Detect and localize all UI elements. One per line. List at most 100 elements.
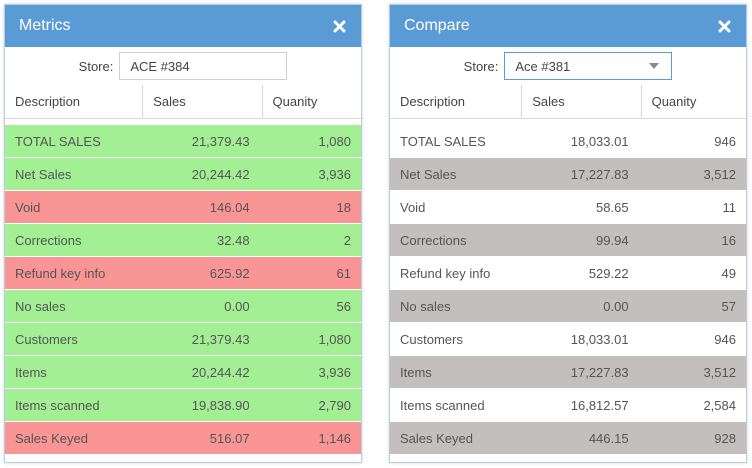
cell-description: Refund key info	[400, 265, 491, 281]
cell-quantity: 2	[343, 232, 352, 248]
column-header-sales[interactable]: Sales	[521, 85, 640, 118]
cell-sales: 516.07	[209, 430, 250, 446]
cell-description: Items scanned	[400, 397, 485, 413]
cell-description: No sales	[400, 298, 451, 314]
cell-quantity: 49	[721, 265, 736, 281]
cell-quantity: 928	[714, 430, 736, 446]
table-row[interactable]: TOTAL SALES 18,033.01 946	[390, 125, 746, 158]
store-select[interactable]: Ace #381	[504, 52, 673, 80]
table-row[interactable]: Net Sales 20,244.42 3,936	[5, 158, 361, 191]
metrics-panel: Metrics Store: Description Sales Quanity…	[4, 4, 362, 463]
table-row[interactable]: No sales 0.00 56	[5, 290, 361, 323]
cell-sales: 99.94	[596, 232, 629, 248]
cell-quantity: 2,584	[703, 397, 736, 413]
cell-description: Customers	[400, 331, 463, 347]
cell-quantity: 946	[714, 331, 736, 347]
table-row[interactable]: Items scanned 16,812.57 2,584	[390, 389, 746, 422]
cell-quantity: 3,936	[318, 166, 352, 182]
cell-quantity: 61	[336, 265, 352, 281]
cell-sales: 446.15	[588, 430, 629, 446]
cell-sales: 146.04	[209, 199, 250, 215]
metrics-table-header: Description Sales Quanity	[5, 85, 361, 119]
cell-sales: 17,227.83	[570, 166, 629, 182]
column-header-quantity[interactable]: Quanity	[261, 85, 361, 118]
table-row[interactable]: Corrections 99.94 16	[390, 224, 746, 257]
table-row[interactable]: TOTAL SALES 21,379.43 1,080	[5, 125, 361, 158]
store-select-value: Ace #381	[515, 58, 571, 74]
cell-description: Items	[15, 364, 47, 380]
cell-sales: 16,812.57	[570, 397, 629, 413]
cell-sales: 18,033.01	[570, 331, 629, 347]
compare-table-header: Description Sales Quanity	[390, 85, 746, 119]
cell-description: Sales Keyed	[400, 430, 473, 446]
table-row[interactable]: No sales 0.00 57	[390, 290, 746, 323]
table-row[interactable]: Void 146.04 18	[5, 191, 361, 224]
close-icon[interactable]	[331, 18, 347, 34]
cell-quantity: 11	[722, 199, 737, 215]
cell-description: TOTAL SALES	[15, 133, 101, 149]
table-row[interactable]: Refund key info 529.22 49	[390, 257, 746, 290]
chevron-down-icon[interactable]	[647, 61, 661, 71]
cell-quantity: 3,512	[703, 364, 736, 380]
table-row[interactable]: Customers 21,379.43 1,080	[5, 323, 361, 356]
metrics-table-body: TOTAL SALES 21,379.43 1,080 Net Sales 20,24…	[5, 125, 361, 455]
cell-quantity: 16	[721, 232, 736, 248]
table-row[interactable]: Items 20,244.42 3,936	[5, 356, 361, 389]
cell-sales: 21,379.43	[191, 133, 250, 149]
cell-quantity: 2,790	[318, 397, 352, 413]
cell-description: Corrections	[15, 232, 82, 248]
cell-quantity: 56	[336, 298, 352, 314]
column-header-quantity[interactable]: Quanity	[640, 85, 746, 118]
compare-panel-header: Compare	[390, 5, 746, 47]
table-row[interactable]: Customers 18,033.01 946	[390, 323, 746, 356]
table-row[interactable]: Net Sales 17,227.83 3,512	[390, 158, 746, 191]
cell-description: Refund key info	[15, 265, 106, 281]
compare-panel: Compare Store: Ace #381 Description Sale…	[389, 4, 747, 463]
cell-quantity: 946	[714, 133, 736, 149]
store-label: Store:	[463, 58, 499, 74]
cell-sales: 17,227.83	[570, 364, 629, 380]
cell-description: Net Sales	[400, 166, 457, 182]
cell-description: TOTAL SALES	[400, 133, 486, 149]
cell-quantity: 3,512	[703, 166, 736, 182]
cell-sales: 58.65	[596, 199, 629, 215]
cell-description: Void	[15, 199, 41, 215]
compare-panel-title: Compare	[404, 17, 470, 34]
cell-description: Sales Keyed	[15, 430, 88, 446]
cell-quantity: 57	[721, 298, 736, 314]
metrics-panel-title: Metrics	[19, 17, 71, 34]
cell-sales: 0.00	[224, 298, 250, 314]
cell-quantity: 1,146	[318, 430, 352, 446]
cell-quantity: 1,080	[318, 133, 352, 149]
cell-description: Corrections	[400, 232, 467, 248]
table-row[interactable]: Void 58.65 11	[390, 191, 746, 224]
compare-table-body: TOTAL SALES 18,033.01 946 Net Sales 17,227.…	[390, 125, 746, 455]
cell-sales: 529.22	[588, 265, 629, 281]
cell-sales: 21,379.43	[191, 331, 250, 347]
table-row[interactable]: Sales Keyed 446.15 928	[390, 422, 746, 455]
table-row[interactable]: Refund key info 625.92 61	[5, 257, 361, 290]
store-input[interactable]	[119, 52, 288, 80]
cell-sales: 625.92	[209, 265, 250, 281]
store-label: Store:	[78, 58, 114, 74]
table-row[interactable]: Items 17,227.83 3,512	[390, 356, 746, 389]
cell-description: Items scanned	[15, 397, 100, 413]
cell-description: Customers	[15, 331, 78, 347]
cell-sales: 19,838.90	[191, 397, 250, 413]
cell-description: Void	[400, 199, 426, 215]
table-row[interactable]: Items scanned 19,838.90 2,790	[5, 389, 361, 422]
cell-quantity: 1,080	[318, 331, 352, 347]
cell-quantity: 18	[336, 199, 352, 215]
cell-description: No sales	[15, 298, 66, 314]
column-header-description[interactable]: Description	[15, 94, 81, 109]
compare-store-row: Store: Ace #381	[390, 47, 746, 85]
column-header-sales[interactable]: Sales	[142, 85, 261, 118]
cell-description: Items	[400, 364, 432, 380]
column-header-description[interactable]: Description	[400, 94, 466, 109]
cell-sales: 18,033.01	[570, 133, 629, 149]
cell-sales: 32.48	[217, 232, 250, 248]
table-row[interactable]: Corrections 32.48 2	[5, 224, 361, 257]
table-row[interactable]: Sales Keyed 516.07 1,146	[5, 422, 361, 455]
close-icon[interactable]	[716, 18, 732, 34]
cell-quantity: 3,936	[318, 364, 352, 380]
